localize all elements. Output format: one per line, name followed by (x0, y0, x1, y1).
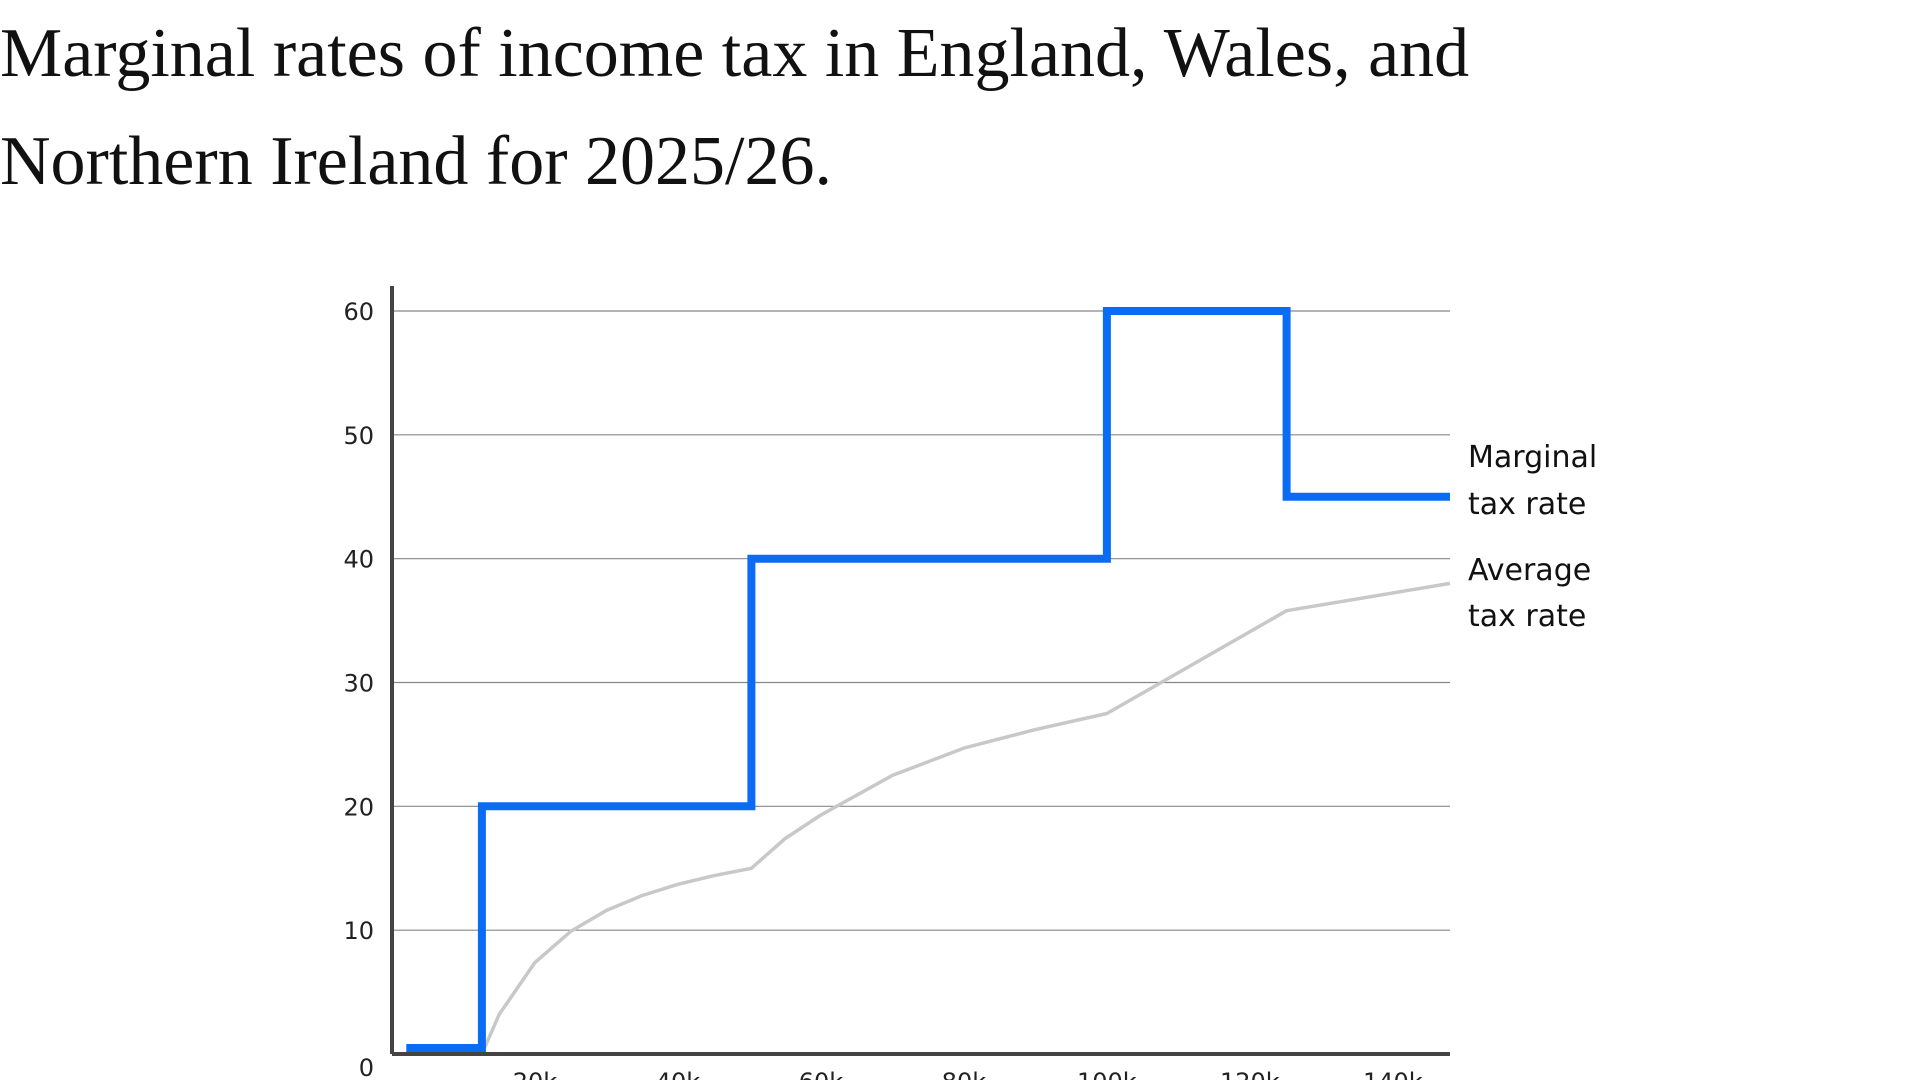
y-tick-label: 20 (343, 793, 374, 821)
x-tick-label: 60k (799, 1068, 844, 1080)
series-label-average: Average (1468, 553, 1591, 588)
marginal-tax-rate-line (406, 307, 1450, 1052)
series-label-average: tax rate (1468, 599, 1586, 634)
average-tax-rate-line (480, 581, 1451, 1055)
x-tick-label: 40k (656, 1068, 701, 1080)
x-tick-label: 140k (1363, 1068, 1423, 1080)
y-tick-label: 40 (343, 546, 374, 574)
y-tick-label: 30 (343, 670, 374, 698)
x-tick-label: 100k (1077, 1068, 1137, 1080)
series-label-marginal: Marginal (1468, 440, 1597, 475)
x-tick-label: 20k (513, 1068, 558, 1080)
series-label-marginal: tax rate (1468, 487, 1586, 522)
x-tick-label: 80k (942, 1068, 987, 1080)
x-tick-label: 120k (1220, 1068, 1280, 1080)
y-tick-label: 50 (343, 422, 374, 450)
chart-title: Marginal rates of income tax in England,… (0, 15, 1470, 200)
y-tick-label: 0 (359, 1054, 374, 1080)
y-tick-label: 10 (343, 917, 374, 945)
y-tick-label: 60 (343, 298, 374, 326)
